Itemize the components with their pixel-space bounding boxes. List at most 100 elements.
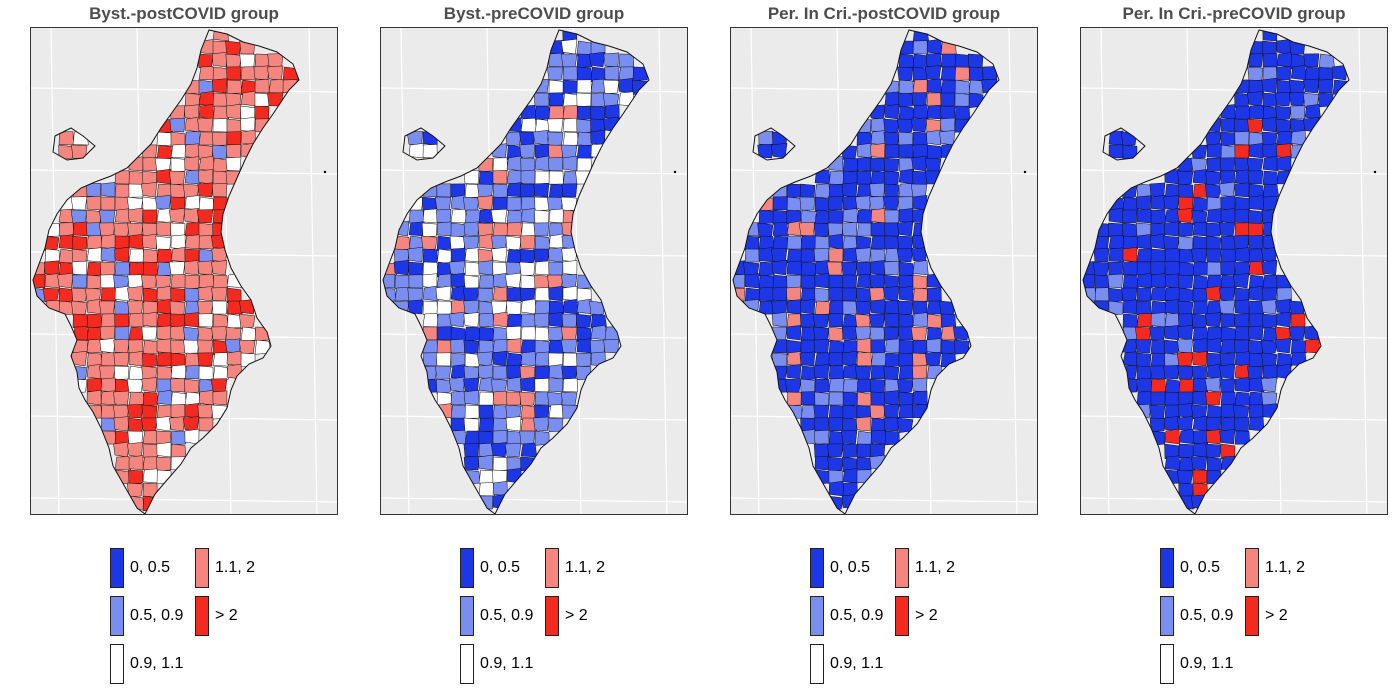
district-cell [71, 274, 88, 289]
district-cell [1205, 429, 1222, 445]
district-cell [99, 209, 116, 224]
district-cell [856, 287, 872, 303]
district-cell [268, 79, 286, 94]
district-cell [882, 195, 900, 211]
district-cell [870, 339, 886, 354]
district-cell [519, 248, 536, 264]
district-cell [254, 339, 271, 355]
district-cell [1234, 299, 1250, 315]
district-cell [450, 222, 466, 238]
district-cell [114, 261, 131, 276]
district-cell [100, 274, 116, 289]
district-cell [1163, 195, 1180, 211]
district-cell [744, 273, 760, 289]
district-cell [1248, 313, 1264, 328]
district-cell [1176, 469, 1194, 485]
district-cell [240, 142, 256, 159]
district-cell [463, 299, 480, 315]
district-cell [197, 300, 214, 316]
district-cell [842, 208, 858, 224]
district-cell [128, 455, 144, 471]
district-cell [114, 313, 130, 328]
district-cell [450, 247, 466, 263]
district-cell [588, 51, 606, 68]
district-cell [141, 377, 158, 393]
district-cell [1190, 455, 1208, 471]
district-cell [534, 365, 550, 380]
district-cell [42, 287, 60, 303]
district-cell [196, 209, 214, 224]
district-cell [940, 92, 956, 107]
district-cell [1248, 248, 1264, 263]
district-cell [70, 209, 88, 224]
district-cell [576, 144, 594, 159]
district-cell [912, 287, 929, 303]
district-cell [912, 365, 928, 380]
district-cell [828, 378, 845, 393]
district-cell [842, 378, 859, 393]
district-cell [1276, 143, 1292, 159]
district-cell [1262, 155, 1279, 172]
district-cell [183, 339, 200, 354]
district-cell [156, 442, 172, 458]
district-cell [184, 287, 200, 303]
legend: 0, 0.5 0.5, 0.9 0.9, 1.1 1.1, 2 > 2 [30, 548, 338, 693]
district-cell [490, 208, 508, 224]
district-cell [1248, 235, 1264, 250]
district-cell [99, 325, 116, 341]
district-cell [1317, 79, 1334, 94]
district-cell [1107, 261, 1124, 276]
district-cell [883, 365, 900, 381]
district-cell [1120, 131, 1138, 146]
district-cell [169, 300, 186, 316]
district-cell [98, 300, 116, 315]
district-cell [212, 313, 228, 329]
district-cell [1261, 77, 1278, 94]
district-cell [436, 248, 454, 265]
district-cell [155, 415, 172, 432]
district-cell [856, 338, 872, 354]
district-cell [926, 287, 942, 302]
district-cell [476, 351, 494, 367]
district-cell [770, 365, 788, 380]
district-cell [212, 92, 228, 107]
district-cell [506, 287, 522, 302]
district-cell [407, 299, 424, 315]
district-cell [547, 131, 564, 146]
district-cell [184, 312, 200, 328]
district-cell [827, 196, 844, 211]
district-cell [562, 79, 578, 95]
district-cell [198, 390, 215, 406]
district-cell [533, 222, 550, 237]
map-canvas [1080, 27, 1388, 515]
legend-key-0.9-1.1 [810, 644, 824, 684]
district-cell [576, 338, 593, 354]
district-cell [800, 378, 816, 394]
legend-label: 1.1, 2 [1265, 559, 1306, 576]
district-cell [1248, 325, 1264, 341]
district-cell [799, 351, 816, 367]
district-cell [99, 365, 116, 380]
district-cells [1083, 30, 1349, 510]
district-cell [520, 105, 536, 120]
district-cell [603, 338, 620, 354]
district-cell [814, 287, 830, 303]
district-cell [492, 222, 509, 237]
district-cell [604, 66, 620, 81]
district-cell [912, 377, 928, 393]
district-cell [478, 274, 495, 289]
district-cell [898, 391, 914, 407]
legend-key-1.1-2 [895, 548, 909, 588]
district-cell [898, 79, 914, 95]
district-cell [869, 378, 886, 394]
district-cell [421, 235, 438, 251]
district-cell [799, 183, 816, 199]
district-cell [842, 195, 858, 211]
district-cell [1219, 363, 1236, 380]
district-cell [883, 390, 900, 406]
district-cell [505, 416, 522, 432]
district-cell [156, 298, 172, 315]
district-cell [1164, 404, 1181, 419]
district-cell [1121, 209, 1138, 224]
district-cell [1205, 416, 1222, 432]
